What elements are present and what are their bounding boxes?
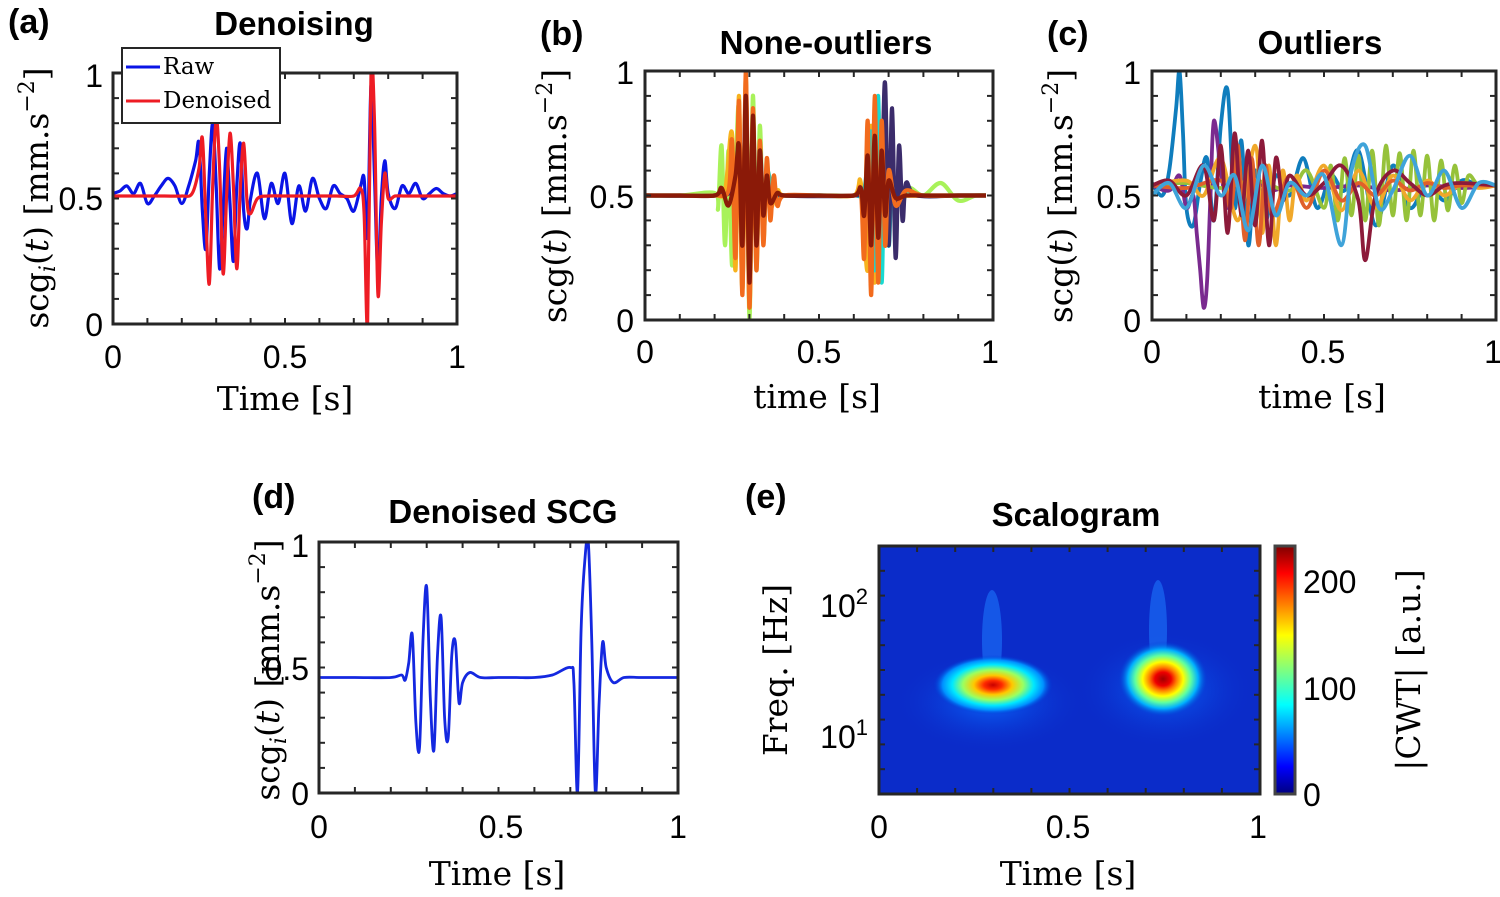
panel-a-legend: Raw Denoised (121, 47, 281, 124)
colorbar-gradient (1275, 546, 1295, 794)
panel-e-xlabel: Time [s] (1000, 854, 1137, 893)
panel-c-xtick-2: 1 (1484, 334, 1500, 370)
legend-denoised-label: Denoised (163, 88, 271, 114)
panel-e: (e) Scalogram 0 0.5 1 101 102 Time [s] F… (745, 478, 1428, 893)
panel-b-xtick-1: 0.5 (797, 334, 841, 370)
panel-a-xtick-1: 0.5 (263, 339, 307, 375)
panel-b-ylabel: scg(t) [mm.s−2] (533, 69, 574, 323)
panel-c-series-1-line (1152, 118, 1496, 310)
panel-a-series (113, 73, 457, 324)
panel-a-series-1-line (113, 73, 457, 324)
panel-c-xtick-1: 0.5 (1301, 334, 1345, 370)
panel-e-ytick-0: 101 (820, 715, 868, 755)
panel-c-xtick-0: 0 (1143, 334, 1161, 370)
panel-c-series-6-line (1152, 142, 1496, 248)
panel-b-xtick-0: 0 (636, 334, 654, 370)
panel-c-title: Outliers (1258, 24, 1383, 61)
panel-d-series (319, 542, 678, 793)
panel-e-xtick-1: 0.5 (1046, 809, 1090, 845)
panel-d: (d) Denoised SCG 0 0.5 1 0 0.5 1 Time [s… (246, 478, 687, 893)
legend-box (121, 47, 281, 124)
panel-b-ytick-0: 0 (616, 303, 634, 339)
panel-c-series-2-line (1152, 143, 1496, 228)
panel-b: (b) None-outliers 0 0.5 1 0 0.5 1 time [… (533, 15, 999, 416)
panel-c: (c) Outliers 0 0.5 1 0 0.5 1 time [s] sc… (1039, 15, 1500, 416)
panel-c-ytick-2: 1 (1123, 55, 1141, 91)
panel-a-xtick-2: 1 (448, 339, 466, 375)
colorbar-tick-0: 0 (1303, 777, 1321, 813)
panel-b-series-2-line (645, 93, 986, 285)
colorbar-label: |CWT| [a.u.] (1389, 569, 1428, 771)
heatmap-blob-2 (1118, 641, 1208, 717)
panel-d-xtick-2: 1 (669, 809, 687, 845)
panel-a-title: Denoising (214, 5, 374, 42)
panel-a-letter: (a) (8, 3, 50, 41)
panel-d-ytick-0: 0 (291, 776, 309, 812)
panel-d-series-0-line (319, 542, 678, 793)
panel-d-ytick-2: 1 (291, 528, 309, 564)
panel-d-letter: (d) (252, 478, 295, 516)
panel-c-xlabel: time [s] (1258, 377, 1386, 416)
panel-e-xtick-2: 1 (1249, 809, 1267, 845)
colorbar-frame (1273, 544, 1297, 796)
panel-b-ticks (645, 71, 993, 320)
panel-d-axes-box (317, 540, 680, 795)
panel-d-ylabel: scgi(t) [mm.s−2] (246, 539, 292, 800)
panel-a-series-0-line (113, 82, 457, 276)
panel-c-series-5-line (1152, 131, 1496, 263)
panel-a-xlabel: Time [s] (217, 379, 354, 418)
panel-c-letter: (c) (1047, 15, 1089, 53)
panel-b-xtick-2: 1 (981, 334, 999, 370)
panel-a-ytick-1: 0.5 (59, 181, 103, 217)
panel-b-series (645, 71, 987, 320)
panel-b-xlabel: time [s] (753, 377, 881, 416)
panel-d-xlabel: Time [s] (429, 854, 566, 893)
colorbar-tick-1: 100 (1303, 671, 1356, 707)
panel-c-ylabel: scg(t) [mm.s−2] (1039, 69, 1080, 323)
panel-b-title: None-outliers (720, 24, 933, 61)
panel-c-series-3-line (1152, 143, 1496, 248)
panel-e-xtick-0: 0 (870, 809, 888, 845)
panel-e-ylabel: Freq. [Hz] (756, 584, 795, 756)
panel-b-series-0-line (645, 81, 987, 320)
panel-d-ytick-1: 0.5 (265, 651, 309, 687)
panel-a-ytick-2: 1 (85, 58, 103, 94)
panel-d-xtick-1: 0.5 (479, 809, 523, 845)
panel-e-heatmap (879, 546, 1260, 794)
panel-c-ytick-0: 0 (1123, 303, 1141, 339)
panel-a-xtick-0: 0 (104, 339, 122, 375)
panel-d-xtick-0: 0 (310, 809, 328, 845)
panel-a: (a) Denoising 0 0.5 1 0 0.5 1 Time [s] s… (8, 3, 466, 418)
panel-c-series (1152, 71, 1496, 310)
panel-e-ticks (879, 546, 1260, 794)
panel-c-ticks (1152, 71, 1496, 320)
panel-b-letter: (b) (540, 15, 583, 53)
panel-a-ylabel: scgi(t) [mm.s−2] (15, 67, 61, 328)
panel-e-title: Scalogram (992, 496, 1161, 533)
colorbar: 0 100 200 |CWT| [a.u.] (1273, 544, 1428, 813)
panel-b-ytick-1: 0.5 (590, 179, 634, 215)
panel-b-series-5-line (645, 93, 986, 285)
panel-e-ytick-1: 102 (820, 584, 868, 624)
heatmap-blob-1 (933, 655, 1053, 715)
panel-e-letter: (e) (745, 478, 787, 516)
panel-a-ytick-0: 0 (85, 307, 103, 343)
colorbar-tick-2: 200 (1303, 564, 1356, 600)
panel-d-ticks (319, 542, 678, 793)
panel-b-series-4-line (645, 71, 986, 310)
legend-raw-label: Raw (163, 54, 215, 80)
panel-b-series-3-line (645, 80, 986, 260)
panel-c-ytick-1: 0.5 (1097, 179, 1141, 215)
panel-d-title: Denoised SCG (388, 493, 617, 530)
panel-c-series-0-line (1152, 71, 1496, 248)
panel-b-ytick-2: 1 (616, 55, 634, 91)
